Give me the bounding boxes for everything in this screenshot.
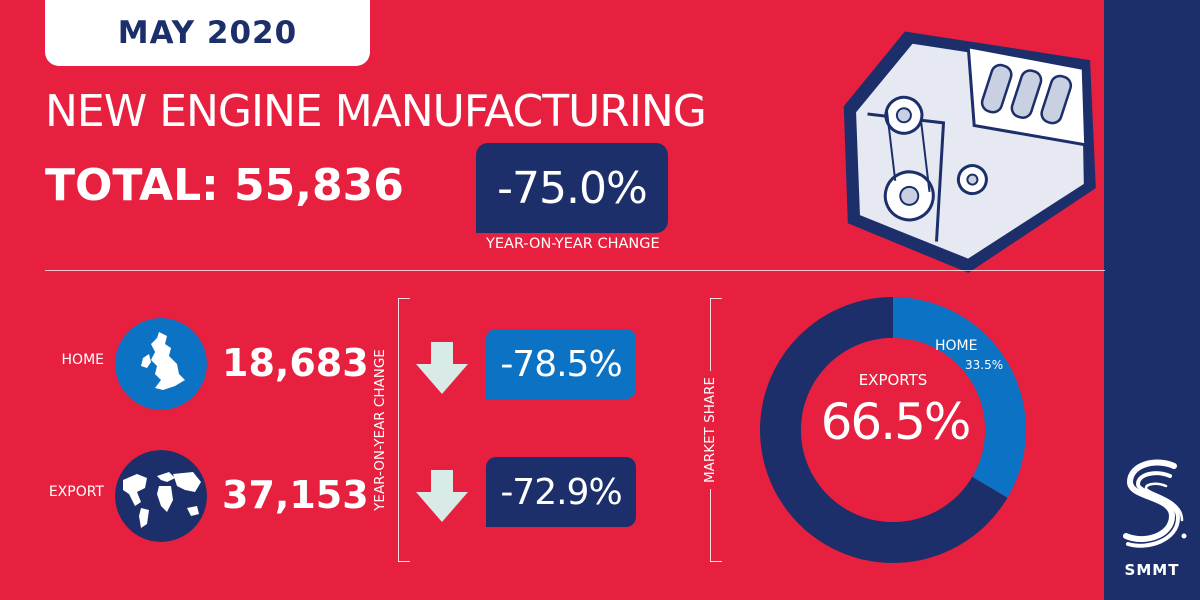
arrow-down-icon — [416, 342, 468, 394]
world-map-icon — [115, 450, 207, 542]
export-value: 37,153 — [222, 473, 369, 517]
donut-hole — [801, 338, 985, 522]
yoy-bracket — [398, 298, 411, 562]
home-yoy-badge: -78.5% — [486, 329, 636, 399]
total-yoy-caption: YEAR-ON-YEAR CHANGE — [486, 236, 660, 252]
donut-slice-exports — [760, 297, 1008, 563]
date-tab: MAY 2020 — [45, 0, 370, 66]
exports-slice-value: 66.5% — [820, 393, 972, 451]
home-yoy-value: -78.5% — [500, 343, 622, 385]
export-yoy-badge: -72.9% — [486, 457, 636, 527]
section-divider — [45, 270, 1105, 271]
export-label: EXPORT — [48, 484, 104, 500]
home-value: 18,683 — [222, 341, 369, 385]
market-share-side-label: MARKET SHARE — [702, 370, 718, 490]
total-yoy-badge: -75.0% — [476, 143, 668, 233]
date-label: MAY 2020 — [117, 15, 298, 51]
home-slice-value: 33.5% — [965, 358, 1004, 372]
home-slice-label: HOME — [935, 338, 978, 354]
export-yoy-value: -72.9% — [500, 471, 622, 513]
yoy-side-label: YEAR-ON-YEAR CHANGE — [372, 343, 388, 517]
donut-slice-home — [893, 297, 1026, 498]
total-value: TOTAL: 55,836 — [45, 160, 404, 211]
exports-slice-label: EXPORTS — [858, 371, 928, 389]
smmt-logo-icon — [1123, 459, 1187, 548]
uk-map-icon — [115, 318, 207, 410]
total-yoy-value: -75.0% — [497, 162, 648, 214]
market-share-donut — [760, 297, 1026, 563]
smmt-brand-name: SMMT — [1124, 561, 1180, 579]
arrow-down-icon — [416, 470, 468, 522]
home-label: HOME — [61, 352, 104, 368]
page-title: NEW ENGINE MANUFACTURING — [45, 86, 707, 137]
engine-block-icon — [843, 31, 1096, 273]
